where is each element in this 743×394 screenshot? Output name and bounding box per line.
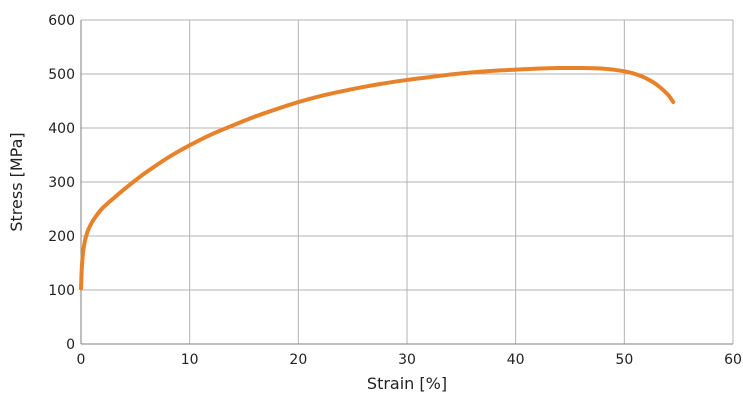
- y-tick-label-500: 500: [48, 67, 75, 83]
- series-line-0: [79, 65, 676, 291]
- x-tick-label-50: 50: [615, 352, 633, 368]
- x-tick-label-30: 30: [398, 352, 416, 368]
- y-axis-title: Stress [MPa]: [7, 132, 26, 231]
- y-tick-label-100: 100: [48, 283, 75, 299]
- x-axis-title: Strain [%]: [367, 374, 447, 393]
- x-tick-label-60: 60: [724, 352, 742, 368]
- x-tick-label-20: 20: [289, 352, 307, 368]
- x-tick-label-10: 10: [181, 352, 199, 368]
- series-layer: [79, 65, 676, 291]
- x-tick-label-40: 40: [507, 352, 525, 368]
- y-tick-label-300: 300: [48, 175, 75, 191]
- y-tick-label-400: 400: [48, 121, 75, 137]
- grid-lines: [81, 19, 734, 344]
- y-tick-label-0: 0: [66, 337, 75, 353]
- y-tick-label-200: 200: [48, 229, 75, 245]
- x-tick-label-0: 0: [77, 352, 86, 368]
- y-tick-label-600: 600: [48, 13, 75, 29]
